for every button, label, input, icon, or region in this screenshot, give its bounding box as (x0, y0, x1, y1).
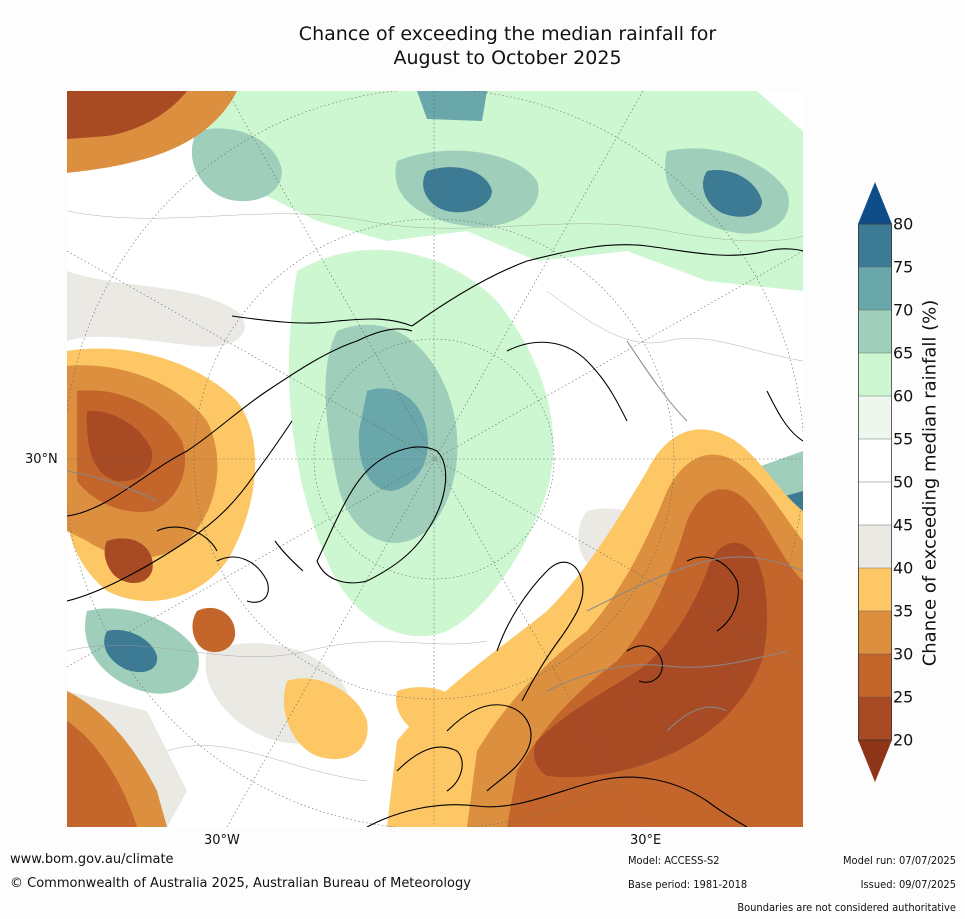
colorbar-tick-label: 75 (893, 257, 914, 277)
colorbar-tick-label: 65 (893, 343, 914, 363)
colorbar-bin-45-50 (857, 481, 893, 526)
colorbar-tick-label: 50 (893, 472, 914, 492)
colorbar (857, 182, 893, 782)
colorbar-bin-40-45 (857, 524, 893, 569)
colorbar-tick-label: 35 (893, 601, 914, 621)
colorbar-tick-label: 40 (893, 558, 914, 578)
title-line-1: Chance of exceeding the median rainfall … (298, 23, 717, 45)
colorbar-tick-label: 45 (893, 515, 914, 535)
colorbar-tick-label: 55 (893, 429, 914, 449)
map-canvas (67, 91, 803, 827)
graticule (67, 91, 803, 827)
colorbar-tick-label: 80 (893, 214, 914, 234)
colorbar-bin-35-40 (857, 567, 893, 612)
colorbar-under-arrow (858, 740, 892, 782)
colorbar-tick-label: 60 (893, 386, 914, 406)
contour-lines (67, 210, 803, 782)
base-period-text: Base period: 1981-2018 (628, 878, 748, 891)
colorbar-bin-20-25 (857, 696, 893, 741)
colorbar-bin-60-65 (857, 352, 893, 397)
lon-label-30w: 30°W (204, 833, 240, 848)
colorbar-bin-25-30 (857, 653, 893, 698)
website-link[interactable]: www.bom.gov.au/climate (10, 852, 174, 867)
country-borders (67, 340, 803, 732)
colorbar-bin-55-60 (857, 395, 893, 440)
dry-regions (67, 91, 803, 827)
colorbar-bin-75-80 (857, 223, 893, 268)
colorbar-bin-50-55 (857, 438, 893, 483)
rainfall-map (67, 91, 803, 827)
model-text: Model: ACCESS-S2 (628, 854, 720, 867)
colorbar-over-arrow (858, 182, 892, 224)
colorbar-tick-label: 25 (893, 687, 914, 707)
colorbar-bin-70-75 (857, 266, 893, 311)
issued-text: Issued: 09/07/2025 (860, 878, 956, 891)
colorbar-tick-label: 20 (893, 730, 914, 750)
colorbar-tick-label: 30 (893, 644, 914, 664)
colorbar-tick-label: 70 (893, 300, 914, 320)
lon-label-30e: 30°E (630, 833, 662, 848)
colorbar-bin-30-35 (857, 610, 893, 655)
map-title: Chance of exceeding the median rainfall … (0, 22, 965, 70)
colorbar-svg (857, 182, 893, 782)
disclaimer-text: Boundaries are not considered authoritat… (737, 901, 956, 914)
colorbar-label: Chance of exceeding median rainfall (%) (919, 299, 941, 667)
colorbar-bin-65-70 (857, 309, 893, 354)
title-line-2: August to October 2025 (393, 47, 622, 69)
coastlines (67, 244, 803, 827)
model-run-text: Model run: 07/07/2025 (843, 854, 956, 867)
lat-label-30n: 30°N (25, 452, 58, 467)
colorbar-frame (858, 223, 892, 741)
copyright-text: © Commonwealth of Australia 2025, Austra… (10, 876, 471, 891)
